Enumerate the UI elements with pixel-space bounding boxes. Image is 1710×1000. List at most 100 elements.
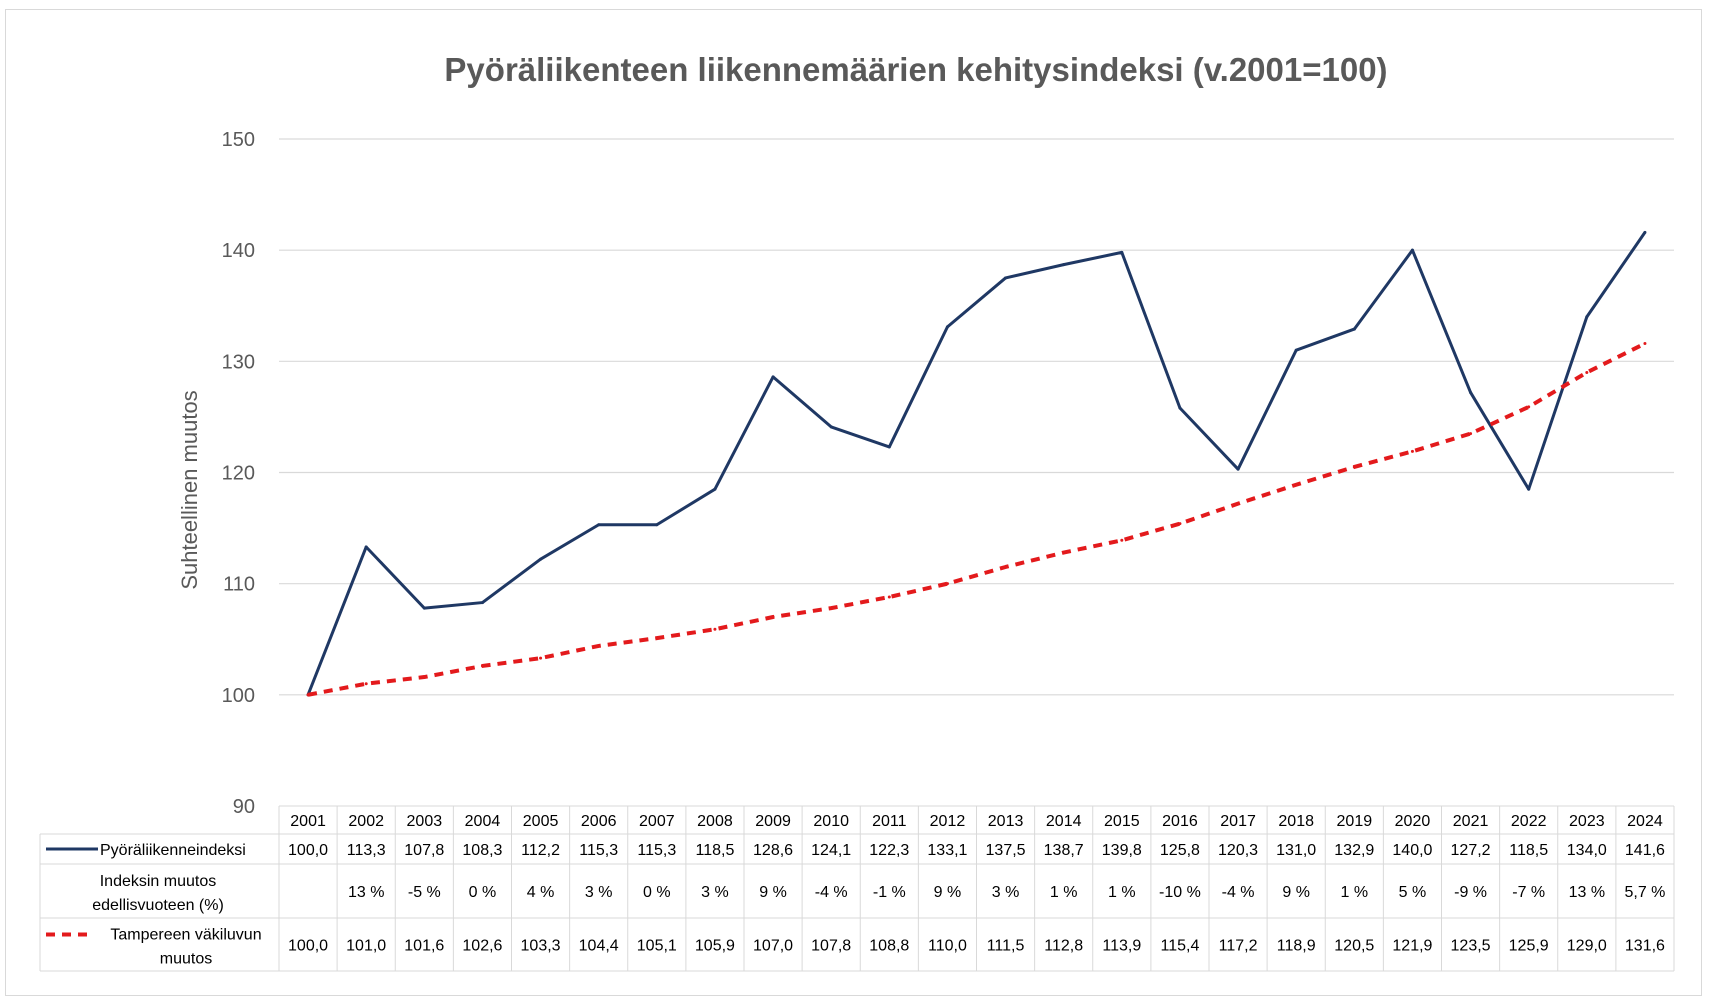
- data-point: [829, 425, 833, 429]
- y-tick-label: 100: [222, 685, 255, 707]
- table-cell: 113,9: [1102, 938, 1141, 955]
- data-point: [1236, 467, 1240, 471]
- table-cell: 1 %: [1341, 884, 1369, 901]
- x-tick-label: 2012: [930, 813, 966, 830]
- data-point: [1643, 342, 1647, 346]
- table-cell: 108,8: [869, 938, 909, 955]
- x-tick-label: 2020: [1395, 813, 1431, 830]
- x-tick-label: 2004: [465, 813, 501, 830]
- table-cell: 121,9: [1392, 938, 1432, 955]
- x-tick-label: 2001: [290, 813, 326, 830]
- x-tick-label: 2017: [1220, 813, 1256, 830]
- data-point: [1120, 538, 1124, 542]
- x-tick-label: 2021: [1453, 813, 1489, 830]
- table-cell: 104,4: [579, 938, 619, 955]
- table-cell: 127,2: [1451, 842, 1491, 859]
- data-point: [597, 644, 601, 648]
- table-cell: 102,6: [462, 938, 502, 955]
- table-cell: 1 %: [1108, 884, 1136, 901]
- table-cell: 0 %: [469, 884, 497, 901]
- table-cell: 118,9: [1277, 938, 1316, 955]
- data-point: [539, 557, 543, 561]
- x-tick-label: 2014: [1046, 813, 1082, 830]
- data-point: [655, 636, 659, 640]
- table-cell: 138,7: [1044, 842, 1084, 859]
- table-cell: 113,3: [347, 842, 386, 859]
- data-point: [1469, 390, 1473, 394]
- table-cell: -5 %: [408, 884, 441, 901]
- data-point: [713, 627, 717, 631]
- data-point: [1527, 405, 1531, 409]
- data-point: [364, 682, 368, 686]
- data-point: [1352, 327, 1356, 331]
- data-point: [1410, 248, 1414, 252]
- row-label: edellisvuoteen (%): [92, 897, 224, 914]
- data-point: [1585, 315, 1589, 319]
- table-cell: 9 %: [934, 884, 962, 901]
- table-cell: 103,3: [521, 938, 561, 955]
- data-point: [945, 582, 949, 586]
- table-cell: 118,5: [696, 842, 735, 859]
- data-point: [1410, 449, 1414, 453]
- table-cell: -4 %: [1222, 884, 1255, 901]
- table-cell: 9 %: [759, 884, 787, 901]
- table-cell: 105,9: [695, 938, 735, 955]
- data-point: [1062, 551, 1066, 555]
- table-cell: 13 %: [348, 884, 384, 901]
- table-cell: 140,0: [1392, 842, 1432, 859]
- table-cell: 120,5: [1334, 938, 1374, 955]
- x-tick-label: 2002: [348, 813, 384, 830]
- x-tick-label: 2013: [988, 813, 1024, 830]
- x-tick-label: 2006: [581, 813, 617, 830]
- table-cell: 123,5: [1451, 938, 1491, 955]
- data-point: [1469, 432, 1473, 436]
- table-cell: -7 %: [1512, 884, 1545, 901]
- table-cell: 112,8: [1044, 938, 1083, 955]
- table-cell: 107,0: [753, 938, 793, 955]
- data-point: [1178, 522, 1182, 526]
- data-point: [597, 523, 601, 527]
- table-cell: 134,0: [1567, 842, 1607, 859]
- legend-label: Tampereen väkiluvun: [110, 927, 261, 944]
- data-point: [1178, 406, 1182, 410]
- row-label: Indeksin muutos: [100, 873, 217, 890]
- table-cell: 122,3: [869, 842, 909, 859]
- data-point: [1352, 465, 1356, 469]
- y-axis-label: Suhteellinen muutos: [177, 390, 202, 589]
- table-cell: 105,1: [637, 938, 677, 955]
- series-line-1: [306, 231, 1647, 696]
- table-cell: 115,4: [1161, 938, 1200, 955]
- y-tick-label: 90: [233, 796, 255, 818]
- data-point: [539, 656, 543, 660]
- table-cell: 118,5: [1509, 842, 1548, 859]
- table-cell: 132,9: [1334, 842, 1374, 859]
- x-tick-label: 2009: [755, 813, 791, 830]
- table-cell: 120,3: [1218, 842, 1258, 859]
- x-tick-label: 2011: [872, 813, 907, 830]
- table-cell: -9 %: [1454, 884, 1487, 901]
- table-cell: 5,7 %: [1624, 884, 1665, 901]
- table-cell: 1 %: [1050, 884, 1078, 901]
- table-cell: 13 %: [1569, 884, 1605, 901]
- table-cell: 131,6: [1625, 938, 1665, 955]
- table-cell: 115,3: [637, 842, 676, 859]
- y-tick-label: 110: [223, 574, 255, 596]
- table-cell: 3 %: [992, 884, 1020, 901]
- data-point: [1294, 483, 1298, 487]
- data-point: [945, 325, 949, 329]
- x-tick-label: 2007: [639, 813, 675, 830]
- data-point: [480, 601, 484, 605]
- table-cell: 4 %: [527, 884, 555, 901]
- data-point: [1585, 370, 1589, 374]
- table-cell: 141,6: [1625, 842, 1665, 859]
- x-tick-label: 2005: [523, 813, 559, 830]
- chart-title: Pyöräliikenteen liikennemäärien kehitysi…: [444, 51, 1387, 88]
- table-cell: 3 %: [701, 884, 729, 901]
- table-cell: 108,3: [462, 842, 502, 859]
- x-tick-label: 2024: [1627, 813, 1663, 830]
- data-point: [364, 545, 368, 549]
- data-point: [829, 606, 833, 610]
- x-tick-label: 2010: [813, 813, 849, 830]
- table-cell: 128,6: [753, 842, 793, 859]
